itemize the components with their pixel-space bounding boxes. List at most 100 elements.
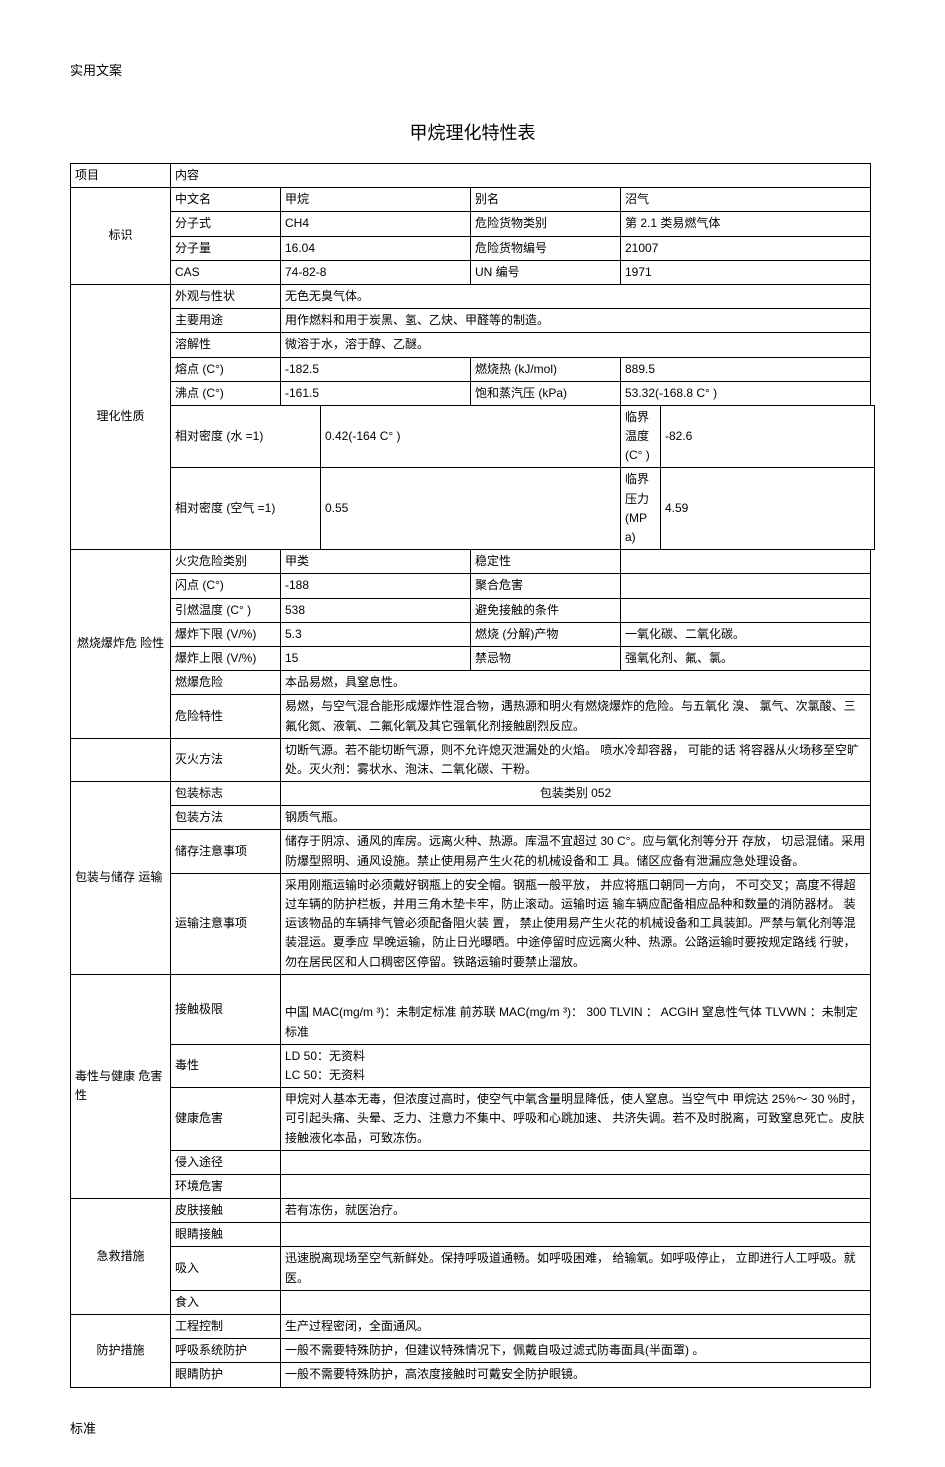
label-hazchar: 危险特性 [171,695,281,738]
table-row: CAS 74-82-8 UN 编号 1971 [71,260,875,284]
label-cas: CAS [171,260,281,284]
label-crit-t: 临界温度 (C° ) [621,405,661,468]
val-mp: -182.5 [281,357,471,381]
table-row: 溶解性 微溶于水，溶于醇、乙醚。 [71,333,875,357]
val-crit-t: -82.6 [661,405,875,468]
section-prot: 防护措施 [71,1315,171,1388]
val-combprod: 一氧化碳、二氧化碳。 [621,622,871,646]
label-sol: 溶解性 [171,333,281,357]
val-resp: 一般不需要特殊防护，但建议特殊情况下，佩戴自吸过滤式防毒面具(半面罩) 。 [281,1339,871,1363]
page-footer: 标准 [70,1418,875,1437]
label-un: UN 编号 [471,260,621,284]
val-combheat: 889.5 [621,357,871,381]
label-expolim: 接触极限 [171,974,281,1044]
table-row: 毒性与健康 危害性 接触极限 中国 MAC(mg/m ³)：未制定标准 前苏联 … [71,974,875,1044]
val-ingest [281,1290,871,1314]
label-incompat: 禁忌物 [471,646,621,670]
label-hazno: 危险货物编号 [471,236,621,260]
val-expolim: 中国 MAC(mg/m ³)：未制定标准 前苏联 MAC(mg/m ³)： 30… [281,974,871,1044]
val-rd-water: 0.42(-164 C° ) [321,405,621,468]
label-rd-air: 相对密度 (空气 =1) [171,468,321,550]
table-row: 燃烧爆炸危 险性 火灾危险类别 甲类 稳定性 [71,550,875,574]
table-row: 分子量 16.04 危险货物编号 21007 [71,236,875,260]
label-firecat: 火灾危险类别 [171,550,281,574]
label-resp: 呼吸系统防护 [171,1339,281,1363]
section-ident: 标识 [71,188,171,285]
val-firecat: 甲类 [281,550,471,574]
val-exphaz: 本品易燃，具窒息性。 [281,671,871,695]
label-avoid: 避免接触的条件 [471,598,621,622]
val-rd-air: 0.55 [321,468,621,550]
label-uel: 爆炸上限 (V/%) [171,646,281,670]
table-row: 危险特性 易燃，与空气混合能形成爆炸性混合物，遇热源和明火有燃烧爆炸的危险。与五… [71,695,875,738]
label-skin: 皮肤接触 [171,1199,281,1223]
table-row: 标识 中文名 甲烷 别名 沼气 [71,188,875,212]
val-poly [621,574,871,598]
val-cn-name: 甲烷 [281,188,471,212]
label-crit-p: 临界压力 (MPa) [621,468,661,550]
properties-table: 项目 内容 标识 中文名 甲烷 别名 沼气 分子式 CH4 危险货物类别 第 2… [70,163,875,1388]
label-hazcat: 危险货物类别 [471,212,621,236]
table-row: 防护措施 工程控制 生产过程密闭，全面通风。 [71,1315,875,1339]
table-row: 分子式 CH4 危险货物类别 第 2.1 类易燃气体 [71,212,875,236]
val-exting: 切断气源。若不能切断气源，则不允许熄灭泄漏处的火焰。 喷水冷却容器， 可能的话 … [281,738,871,781]
val-incompat: 强氧化剂、氟、氯。 [621,646,871,670]
table-row: 沸点 (C°) -161.5 饱和蒸汽压 (kPa) 53.32(-168.8 … [71,381,875,405]
table-row: 食入 [71,1290,875,1314]
table-row: 眼睛防护 一般不需要特殊防护，高浓度接触时可戴安全防护眼镜。 [71,1363,875,1387]
val-storage: 储存于阴凉、通风的库房。远离火种、热源。库温不宜超过 30 C°。应与氧化剂等分… [281,830,871,873]
val-formula: CH4 [281,212,471,236]
label-route: 侵入途径 [171,1150,281,1174]
label-health: 健康危害 [171,1088,281,1151]
label-formula: 分子式 [171,212,281,236]
table-row: 燃爆危险 本品易燃，具窒息性。 [71,671,875,695]
table-row: 健康危害 甲烷对人基本无毒，但浓度过高时，使空气中氧含量明显降低，使人窒息。当空… [71,1088,875,1151]
label-stability: 稳定性 [471,550,621,574]
section-aid: 急救措施 [71,1199,171,1315]
val-eye [281,1223,871,1247]
val-vp: 53.32(-168.8 C° ) [621,381,871,405]
val-toxicity: LD 50：无资料 LC 50：无资料 [281,1044,871,1087]
val-eye2: 一般不需要特殊防护，高浓度接触时可戴安全防护眼镜。 [281,1363,871,1387]
val-avoid [621,598,871,622]
val-hazno: 21007 [621,236,871,260]
table-row: 急救措施 皮肤接触 若有冻伤，就医治疗。 [71,1199,875,1223]
table-row: 爆炸下限 (V/%) 5.3 燃烧 (分解)产物 一氧化碳、二氧化碳。 [71,622,875,646]
val-ld50: LD 50：无资料 [285,1049,365,1063]
label-mw: 分子量 [171,236,281,260]
table-row: 灭火方法 切断气源。若不能切断气源，则不允许熄灭泄漏处的火焰。 喷水冷却容器， … [71,738,875,781]
table-row: 包装与储存 运输 包装标志 包装类别 052 [71,782,875,806]
label-cn-name: 中文名 [171,188,281,212]
label-alias: 别名 [471,188,621,212]
val-alias: 沼气 [621,188,871,212]
label-ignit: 引燃温度 (C° ) [171,598,281,622]
val-stability [621,550,871,574]
table-row: 吸入 迅速脱离现场至空气新鲜处。保持呼吸道通畅。如呼吸困难， 给输氧。如呼吸停止… [71,1247,875,1290]
table-row: 项目 内容 [71,164,875,188]
val-mark: 包装类别 052 [281,782,871,806]
val-hazcat: 第 2.1 类易燃气体 [621,212,871,236]
section-fire: 燃烧爆炸危 险性 [71,550,171,739]
val-bp: -161.5 [281,381,471,405]
label-mp: 熔点 (C°) [171,357,281,381]
label-transport: 运输注意事项 [171,873,281,974]
table-row: 侵入途径 [71,1150,875,1174]
table-row: 环境危害 [71,1174,875,1198]
label-poly: 聚合危害 [471,574,621,598]
label-lel: 爆炸下限 (V/%) [171,622,281,646]
label-ingest: 食入 [171,1290,281,1314]
table-row: 眼睛接触 [71,1223,875,1247]
label-toxicity: 毒性 [171,1044,281,1087]
label-appearance: 外观与性状 [171,284,281,308]
table-row: 理化性质 外观与性状 无色无臭气体。 [71,284,875,308]
val-sol: 微溶于水，溶于醇、乙醚。 [281,333,871,357]
document-title: 甲烷理化特性表 [70,119,875,145]
val-lc50: LC 50：无资料 [285,1068,365,1082]
table-row: 呼吸系统防护 一般不需要特殊防护，但建议特殊情况下，佩戴自吸过滤式防毒面具(半面… [71,1339,875,1363]
label-eng: 工程控制 [171,1315,281,1339]
label-exting: 灭火方法 [171,738,281,781]
val-uel: 15 [281,646,471,670]
val-un: 1971 [621,260,871,284]
val-inhale: 迅速脱离现场至空气新鲜处。保持呼吸道通畅。如呼吸困难， 给输氧。如呼吸停止， 立… [281,1247,871,1290]
label-method: 包装方法 [171,806,281,830]
